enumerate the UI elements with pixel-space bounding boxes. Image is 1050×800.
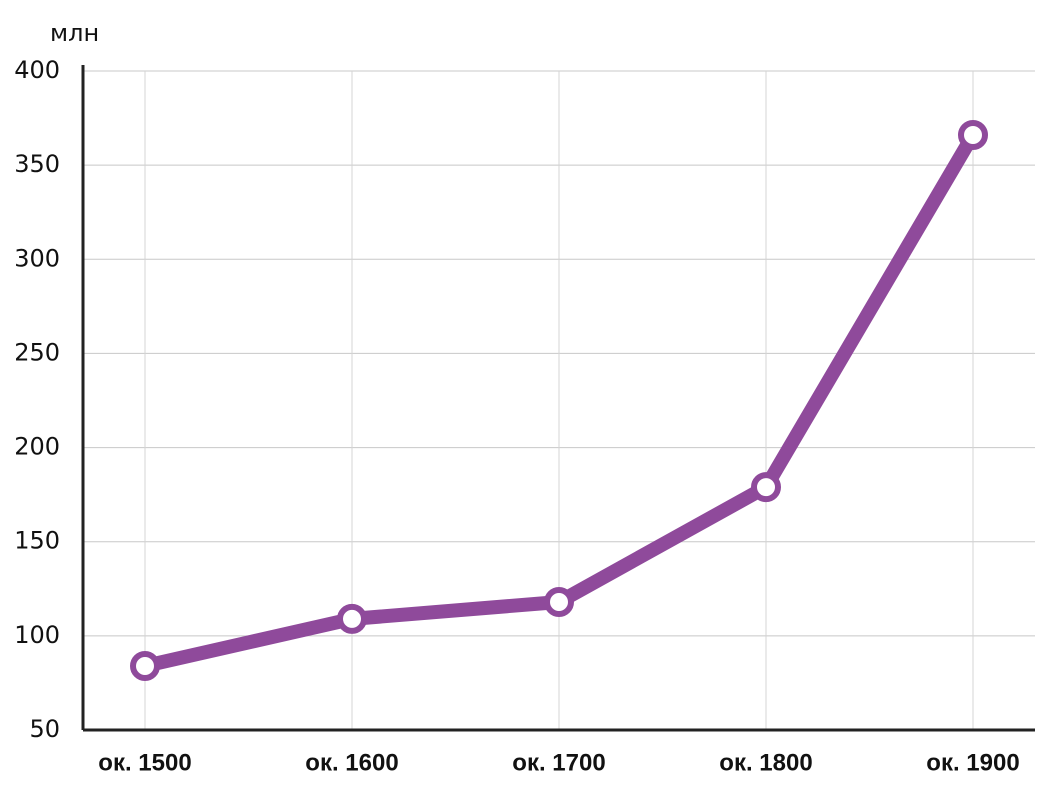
y-tick-label: 150 [14, 527, 60, 555]
marker [544, 586, 574, 617]
y-tick-label: 200 [14, 433, 60, 461]
y-tick-label: 50 [29, 715, 60, 743]
x-tick-label: ок. 1500 [98, 749, 191, 776]
y-tick-label: 350 [14, 150, 60, 178]
x-tick-label: ок. 1700 [512, 749, 605, 776]
marker [130, 650, 160, 681]
y-tick-label: 250 [14, 338, 60, 366]
marker [751, 472, 781, 503]
x-tick-label: ок. 1900 [926, 749, 1019, 776]
x-tick-label: ок. 1800 [719, 749, 812, 776]
y-axis-label: млн [50, 19, 99, 47]
y-tick-label: 400 [14, 56, 60, 84]
marker [958, 120, 988, 151]
y-tick-label: 100 [14, 621, 60, 649]
y-tick-label: 300 [14, 244, 60, 272]
marker [337, 603, 367, 634]
x-tick-label: ок. 1600 [305, 749, 398, 776]
